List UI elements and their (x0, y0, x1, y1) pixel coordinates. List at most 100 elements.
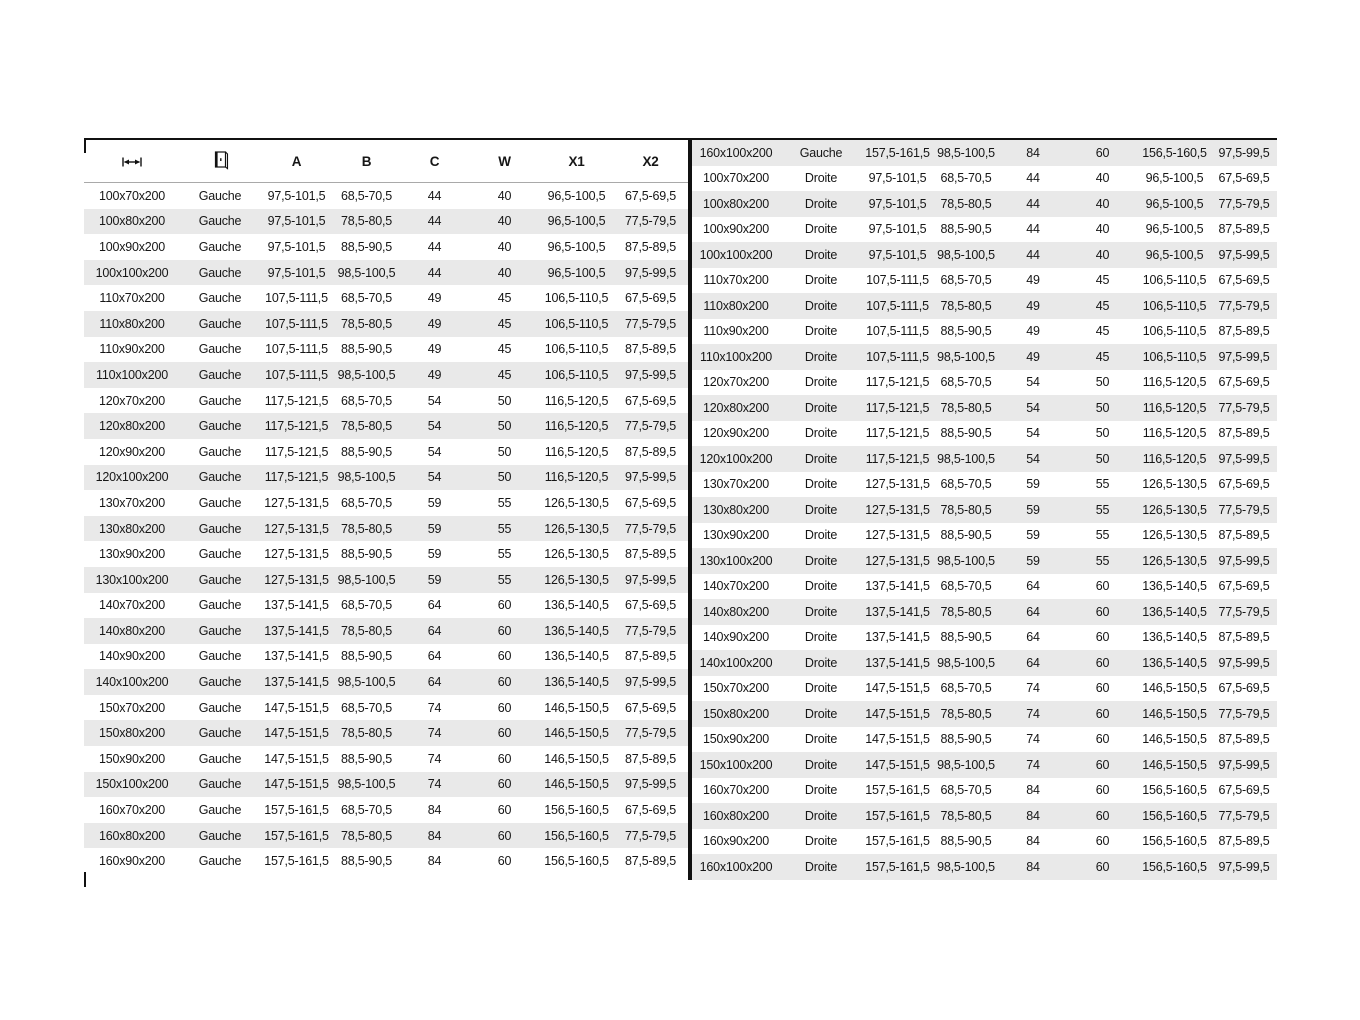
cell-x1: 136,5-140,5 (544, 649, 609, 664)
cell-x2: 87,5-89,5 (1218, 732, 1270, 747)
column-header-c: C (400, 140, 469, 183)
cell-w: 50 (1095, 400, 1110, 415)
cell-w: 55 (497, 495, 512, 510)
cell-size: 100x80x200 (98, 214, 166, 229)
cell-w: 40 (497, 214, 512, 229)
door-icon (211, 150, 229, 172)
cell-size: 120x80x200 (98, 419, 166, 434)
cell-w: 60 (497, 649, 512, 664)
cell-side: Droite (804, 630, 838, 645)
cell-x2: 67,5-69,5 (1218, 579, 1270, 594)
cell-b: 78,5-80,5 (340, 419, 393, 434)
cell-x1: 96,5-100,5 (547, 214, 606, 229)
cell-w: 50 (1095, 426, 1110, 441)
cell-c: 59 (427, 495, 442, 510)
column-header-x2: X2 (613, 140, 688, 183)
cell-a: 117,5-121,5 (264, 393, 329, 408)
cell-x1: 146,5-150,5 (1142, 681, 1207, 696)
cell-side: Gauche (198, 572, 242, 587)
cell-c: 59 (1026, 553, 1040, 568)
cell-size: 120x70x200 (98, 393, 166, 408)
table-row: 160x80x200 Gauche 157,5-161,5 78,5-80,5 84 60… (84, 822, 688, 849)
cell-b: 88,5-90,5 (340, 444, 393, 459)
cell-side: Droite (804, 375, 838, 390)
cell-x1: 96,5-100,5 (547, 188, 606, 203)
cell-c: 84 (1026, 783, 1040, 798)
cell-size: 130x70x200 (702, 477, 770, 492)
cell-c: 49 (1026, 273, 1040, 288)
cell-c: 59 (427, 572, 442, 587)
cell-b: 98,5-100,5 (337, 777, 396, 792)
cell-c: 44 (427, 239, 442, 254)
table-row: 160x100x200 Droite 157,5-161,5 98,5-100,5 84… (692, 854, 1277, 880)
cell-c: 54 (1026, 451, 1040, 466)
cell-c: 54 (427, 419, 442, 434)
cell-c: 64 (427, 649, 442, 664)
cell-w: 50 (497, 393, 512, 408)
cell-w: 40 (1095, 247, 1110, 262)
cell-w: 45 (497, 342, 512, 357)
cell-size: 110x90x200 (703, 324, 769, 339)
cell-side: Gauche (198, 547, 242, 562)
cell-a: 147,5-151,5 (264, 751, 329, 766)
cell-a: 157,5-161,5 (865, 783, 930, 798)
cell-x1: 96,5-100,5 (1145, 171, 1204, 186)
cell-b: 68,5-70,5 (940, 171, 992, 186)
cell-x2: 87,5-89,5 (624, 444, 677, 459)
cell-b: 68,5-70,5 (340, 291, 393, 306)
cell-w: 60 (1095, 630, 1110, 645)
cell-x2: 77,5-79,5 (1218, 196, 1270, 211)
cell-x1: 116,5-120,5 (1142, 451, 1207, 466)
cell-x2: 87,5-89,5 (1218, 222, 1270, 237)
table-row: 100x100x200 Gauche 97,5-101,5 98,5-100,5 44 4… (84, 259, 688, 286)
cell-side: Gauche (198, 265, 242, 280)
cell-c: 74 (427, 751, 442, 766)
cell-b: 78,5-80,5 (340, 726, 393, 741)
cell-b: 98,5-100,5 (337, 470, 396, 485)
cell-x2: 97,5-99,5 (624, 265, 677, 280)
cell-w: 45 (1095, 273, 1110, 288)
cell-size: 100x90x200 (702, 222, 770, 237)
cell-b: 68,5-70,5 (940, 477, 992, 492)
table-row: 110x80x200 Droite 107,5-111,5 78,5-80,5 49 45… (692, 293, 1277, 319)
cell-b: 88,5-90,5 (940, 834, 992, 849)
cell-x2: 77,5-79,5 (1218, 808, 1270, 823)
cell-x2: 87,5-89,5 (624, 342, 677, 357)
cell-c: 44 (1026, 171, 1040, 186)
cell-x1: 146,5-150,5 (1142, 706, 1207, 721)
cell-a: 127,5-131,5 (264, 495, 329, 510)
cell-b: 78,5-80,5 (340, 521, 393, 536)
cell-b: 98,5-100,5 (337, 265, 396, 280)
cell-side: Droite (804, 732, 838, 747)
cell-w: 55 (1095, 528, 1110, 543)
cell-a: 97,5-101,5 (267, 239, 326, 254)
cell-size: 130x70x200 (98, 495, 166, 510)
cell-x1: 106,5-110,5 (544, 367, 609, 382)
cell-a: 157,5-161,5 (264, 854, 329, 869)
cell-b: 78,5-80,5 (940, 604, 992, 619)
cell-w: 40 (1095, 222, 1110, 237)
cell-size: 150x70x200 (98, 700, 166, 715)
cell-side: Droite (804, 247, 838, 262)
cell-size: 140x100x200 (95, 675, 169, 690)
cell-a: 127,5-131,5 (865, 553, 930, 568)
cell-size: 130x80x200 (702, 502, 770, 517)
cell-x1: 116,5-120,5 (544, 419, 609, 434)
cell-side: Gauche (198, 675, 242, 690)
cell-w: 55 (1095, 477, 1110, 492)
cell-side: Droite (804, 859, 838, 874)
cell-a: 157,5-161,5 (264, 828, 329, 843)
cell-size: 150x80x200 (702, 706, 770, 721)
cell-w: 40 (1095, 196, 1110, 211)
cell-x2: 77,5-79,5 (1218, 706, 1270, 721)
cell-size: 100x100x200 (95, 265, 169, 280)
cell-side: Gauche (198, 419, 242, 434)
cell-size: 160x100x200 (699, 859, 773, 874)
cell-a: 157,5-161,5 (865, 145, 930, 160)
cell-size: 120x100x200 (95, 470, 169, 485)
cell-c: 44 (1026, 196, 1040, 211)
cell-x2: 87,5-89,5 (624, 751, 677, 766)
cell-x1: 96,5-100,5 (1145, 247, 1204, 262)
table-row: 160x100x200 Gauche 157,5-161,5 98,5-100,5 84… (692, 140, 1277, 166)
cell-x2: 67,5-69,5 (624, 188, 677, 203)
